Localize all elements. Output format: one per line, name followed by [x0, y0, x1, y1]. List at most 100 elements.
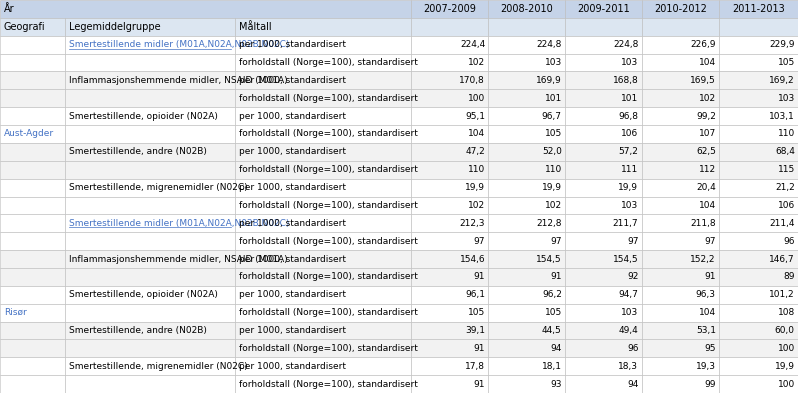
- Bar: [411, 268, 488, 286]
- Text: 2008-2010: 2008-2010: [500, 4, 553, 14]
- Bar: [411, 232, 488, 250]
- Bar: [0, 18, 65, 36]
- Bar: [488, 286, 565, 304]
- Bar: [488, 196, 565, 214]
- Text: 111: 111: [621, 165, 638, 174]
- Text: 92: 92: [627, 272, 638, 281]
- Bar: [565, 304, 642, 321]
- Bar: [719, 161, 798, 179]
- Text: 17,8: 17,8: [465, 362, 485, 371]
- Text: Smertestillende, migrenemidler (N02C): Smertestillende, migrenemidler (N02C): [69, 183, 248, 192]
- Text: forholdstall (Norge=100), standardisert: forholdstall (Norge=100), standardisert: [239, 58, 418, 67]
- Bar: [642, 89, 719, 107]
- Bar: [65, 125, 235, 143]
- Bar: [488, 375, 565, 393]
- Text: 101: 101: [621, 94, 638, 103]
- Text: Legemiddelgruppe: Legemiddelgruppe: [69, 22, 161, 32]
- Bar: [65, 286, 235, 304]
- Text: 103: 103: [621, 58, 638, 67]
- Text: 102: 102: [468, 201, 485, 210]
- Text: 146,7: 146,7: [769, 255, 795, 264]
- Text: Smertestillende midler (M01A,N02A,N02B,N02C): Smertestillende midler (M01A,N02A,N02B,N…: [69, 40, 290, 49]
- Bar: [565, 375, 642, 393]
- Bar: [65, 107, 235, 125]
- Bar: [235, 53, 411, 72]
- Bar: [488, 53, 565, 72]
- Text: 101,2: 101,2: [769, 290, 795, 299]
- Bar: [642, 340, 719, 357]
- Text: 18,1: 18,1: [542, 362, 562, 371]
- Bar: [0, 107, 65, 125]
- Bar: [65, 143, 235, 161]
- Bar: [488, 0, 565, 18]
- Text: Måltall: Måltall: [239, 22, 272, 32]
- Bar: [65, 36, 235, 53]
- Bar: [719, 196, 798, 214]
- Bar: [719, 36, 798, 53]
- Text: 212,8: 212,8: [536, 219, 562, 228]
- Text: forholdstall (Norge=100), standardisert: forholdstall (Norge=100), standardisert: [239, 129, 418, 138]
- Text: 96,2: 96,2: [542, 290, 562, 299]
- Bar: [488, 268, 565, 286]
- Bar: [719, 72, 798, 89]
- Bar: [411, 340, 488, 357]
- Bar: [65, 196, 235, 214]
- Text: 154,5: 154,5: [613, 255, 638, 264]
- Text: 96: 96: [627, 344, 638, 353]
- Text: 100: 100: [777, 344, 795, 353]
- Bar: [411, 53, 488, 72]
- Bar: [235, 143, 411, 161]
- Bar: [65, 18, 235, 36]
- Text: 224,8: 224,8: [613, 40, 638, 49]
- Text: 105: 105: [468, 308, 485, 317]
- Text: 224,8: 224,8: [536, 40, 562, 49]
- Text: 211,7: 211,7: [613, 219, 638, 228]
- Bar: [488, 179, 565, 196]
- Bar: [411, 286, 488, 304]
- Bar: [488, 304, 565, 321]
- Text: 115: 115: [777, 165, 795, 174]
- Bar: [719, 179, 798, 196]
- Text: forholdstall (Norge=100), standardisert: forholdstall (Norge=100), standardisert: [239, 272, 418, 281]
- Text: forholdstall (Norge=100), standardisert: forholdstall (Norge=100), standardisert: [239, 94, 418, 103]
- Text: 108: 108: [777, 308, 795, 317]
- Bar: [235, 125, 411, 143]
- Text: 100: 100: [468, 94, 485, 103]
- Bar: [565, 321, 642, 340]
- Text: per 1000, standardisert: per 1000, standardisert: [239, 362, 346, 371]
- Bar: [0, 125, 65, 143]
- Text: 91: 91: [474, 272, 485, 281]
- Bar: [565, 89, 642, 107]
- Bar: [65, 214, 235, 232]
- Text: 211,4: 211,4: [769, 219, 795, 228]
- Bar: [411, 0, 488, 18]
- Bar: [565, 286, 642, 304]
- Bar: [719, 250, 798, 268]
- Bar: [719, 89, 798, 107]
- Bar: [0, 53, 65, 72]
- Bar: [65, 89, 235, 107]
- Text: 112: 112: [699, 165, 716, 174]
- Text: 226,9: 226,9: [690, 40, 716, 49]
- Bar: [0, 179, 65, 196]
- Bar: [235, 304, 411, 321]
- Bar: [565, 340, 642, 357]
- Bar: [65, 304, 235, 321]
- Bar: [0, 89, 65, 107]
- Bar: [411, 375, 488, 393]
- Text: 47,2: 47,2: [465, 147, 485, 156]
- Bar: [719, 340, 798, 357]
- Bar: [235, 18, 411, 36]
- Text: 104: 104: [699, 308, 716, 317]
- Bar: [488, 143, 565, 161]
- Bar: [411, 36, 488, 53]
- Bar: [235, 107, 411, 125]
- Bar: [719, 286, 798, 304]
- Bar: [411, 18, 488, 36]
- Bar: [642, 53, 719, 72]
- Text: 57,2: 57,2: [618, 147, 638, 156]
- Bar: [411, 143, 488, 161]
- Bar: [642, 286, 719, 304]
- Bar: [565, 143, 642, 161]
- Bar: [642, 196, 719, 214]
